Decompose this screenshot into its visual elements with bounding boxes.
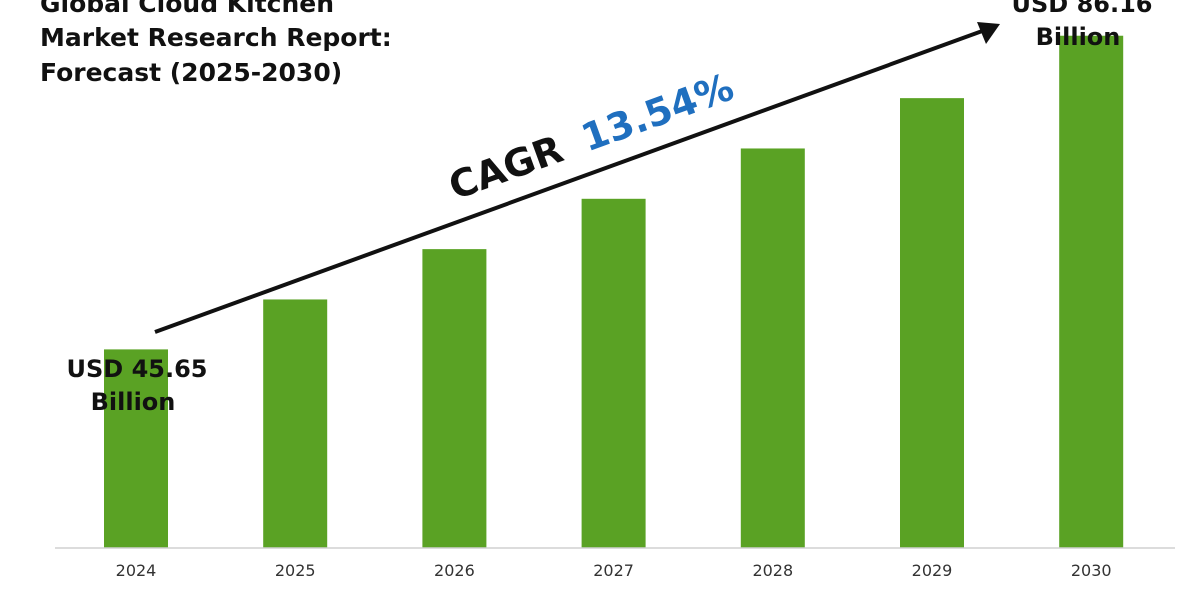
chart-title-line-1: Global Cloud Kitchen xyxy=(40,0,334,18)
end-value-line-1: USD 86.16 xyxy=(1012,0,1153,18)
growth-arrow xyxy=(154,22,1000,334)
x-tick-label-2024: 2024 xyxy=(116,561,157,580)
growth-arrow-head xyxy=(977,22,1000,44)
bar-2028 xyxy=(740,148,805,548)
x-tick-label-2030: 2030 xyxy=(1071,561,1112,580)
x-tick-label-2028: 2028 xyxy=(752,561,793,580)
end-value-line-2: Billion xyxy=(1036,23,1121,51)
bar-2029 xyxy=(900,98,964,548)
x-tick-label-2025: 2025 xyxy=(275,561,316,580)
x-tick-label-2026: 2026 xyxy=(434,561,475,580)
x-tick-labels: 2024 2025 2026 2027 2028 2029 2030 xyxy=(116,561,1112,580)
bar-2027 xyxy=(581,198,646,548)
end-value-label: USD 86.16 Billion xyxy=(1012,0,1153,51)
chart-title: Global Cloud Kitchen Market Research Rep… xyxy=(40,0,392,87)
x-tick-label-2027: 2027 xyxy=(593,561,634,580)
chart-title-line-2: Market Research Report: xyxy=(40,23,392,52)
bar-2026 xyxy=(422,249,487,548)
growth-arrow-line xyxy=(154,28,986,334)
x-tick-label-2029: 2029 xyxy=(912,561,953,580)
bar-2025 xyxy=(263,299,328,548)
chart-title-line-3: Forecast (2025-2030) xyxy=(40,58,342,87)
start-value-line-1: USD 45.65 xyxy=(67,355,208,383)
start-value-label: USD 45.65 Billion xyxy=(67,355,208,416)
bar-2030 xyxy=(1059,35,1124,549)
cagr-value: 13.54% xyxy=(576,65,740,160)
bars-group xyxy=(104,35,1124,549)
cagr-prefix: CAGR xyxy=(443,127,569,209)
bar-2024 xyxy=(104,349,168,548)
start-value-line-2: Billion xyxy=(91,388,176,416)
